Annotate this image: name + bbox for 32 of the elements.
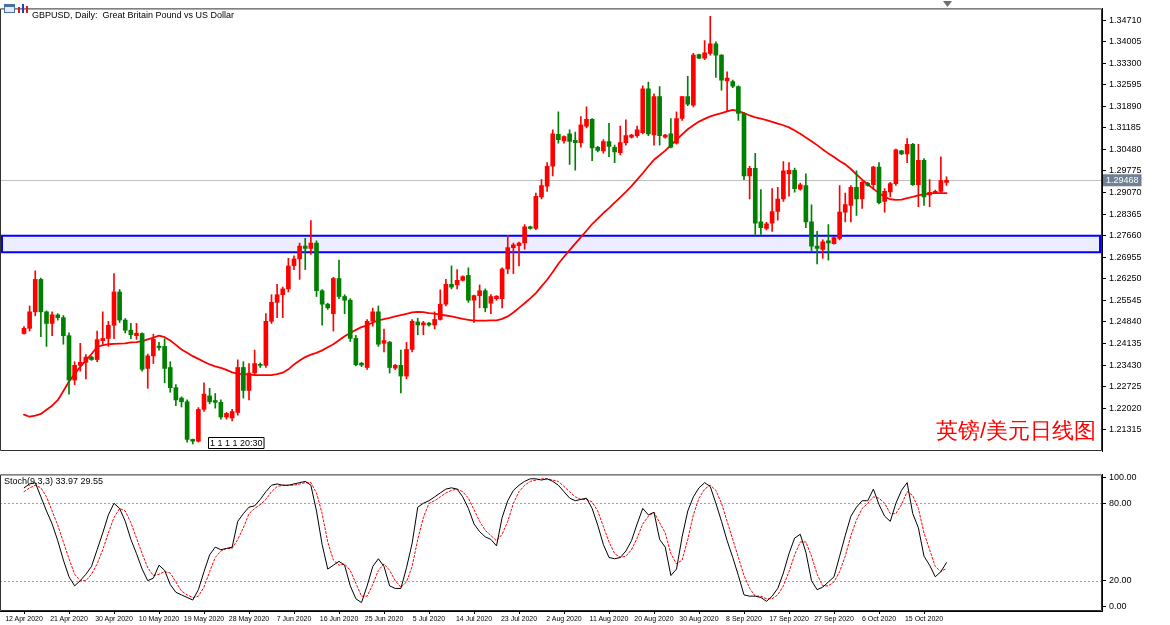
y-tick-label: 80.00	[1109, 497, 1132, 508]
y-tick-label: 1.32595	[1109, 79, 1142, 90]
y-tick-label: 100.00	[1109, 471, 1137, 482]
y-tick-label: 1.28365	[1109, 208, 1142, 219]
y-tick-label: 1.27660	[1109, 230, 1142, 241]
annotation: 1 1 1 1 20:30	[210, 437, 263, 448]
y-tick-label: 1.21315	[1109, 424, 1142, 435]
y-tick-label: 1.26955	[1109, 251, 1142, 262]
y-tick-label: 1.22020	[1109, 402, 1142, 413]
y-tick-label: 20.00	[1109, 575, 1132, 586]
ref-line-label: 1.29468	[1106, 174, 1139, 185]
y-tick-label: 1.31185	[1109, 122, 1141, 133]
y-tick-label: 1.30480	[1109, 143, 1142, 154]
y-tick-label: 1.24840	[1109, 316, 1142, 327]
y-tick-label: 0.00	[1109, 600, 1127, 611]
y-tick-label: 1.22725	[1109, 381, 1142, 392]
candlestick	[606, 123, 612, 158]
y-tick-label: 1.24135	[1109, 337, 1142, 348]
candlestick	[302, 238, 308, 270]
chart-title: Stoch(9,3,3) 33.97 29.55	[4, 475, 104, 486]
y-tick-label: 1.34710	[1109, 14, 1142, 25]
y-tick-label: 1.29775	[1109, 165, 1142, 176]
y-tick-label: 1.31890	[1109, 100, 1142, 111]
y-tick-label: 1.34005	[1109, 36, 1142, 47]
candlestick	[381, 328, 387, 353]
y-tick-label: 1.29070	[1109, 187, 1142, 198]
y-tick-label: 1.33300	[1109, 57, 1142, 68]
y-tick-label: 1.25545	[1109, 294, 1142, 305]
annotation: 英镑/美元日线图	[935, 418, 1096, 444]
chart-title: GBPUSD, Daily: Great Britain Pound vs US Dollar	[32, 9, 235, 20]
y-tick-label: 1.23430	[1109, 359, 1142, 370]
y-tick-label: 1.26250	[1109, 273, 1142, 284]
